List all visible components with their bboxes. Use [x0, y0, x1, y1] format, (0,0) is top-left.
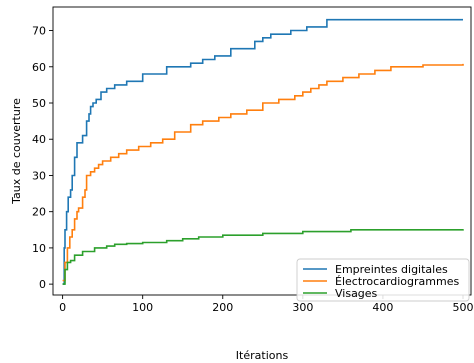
legend: Empreintes digitales Électrocardiogramme…	[296, 258, 470, 302]
y-tick-label: 50	[32, 97, 46, 110]
plot-frame	[52, 6, 472, 296]
legend-label-visages: Visages	[335, 287, 378, 300]
y-tick-label: 30	[32, 169, 46, 182]
legend-label-empreintes: Empreintes digitales	[335, 263, 448, 276]
series-line	[62, 63, 464, 282]
x-tick-label: 400	[372, 301, 393, 314]
series-line	[62, 18, 463, 285]
y-tick-label: 70	[32, 25, 46, 38]
x-axis: 0 100 200 300 400 500	[59, 295, 473, 314]
y-axis: 0 10 20 30 40 50 60 70	[32, 25, 53, 291]
x-axis-label: Itérations	[236, 349, 289, 362]
y-tick-label: 0	[39, 278, 46, 291]
x-tick-label: 200	[212, 301, 233, 314]
y-axis-label: Taux de couverture	[10, 98, 23, 205]
legend-box	[296, 258, 470, 302]
legend-label-electrocardiogrammes: Électrocardiogrammes	[335, 275, 459, 288]
x-tick-label: 500	[452, 301, 473, 314]
x-tick-label: 300	[292, 301, 313, 314]
series-lines	[62, 18, 464, 285]
y-tick-label: 60	[32, 61, 46, 74]
y-tick-label: 40	[32, 133, 46, 146]
x-tick-label: 0	[59, 301, 66, 314]
x-tick-label: 100	[132, 301, 153, 314]
series-line	[62, 229, 464, 285]
y-tick-label: 10	[32, 242, 46, 255]
y-tick-label: 20	[32, 206, 46, 219]
